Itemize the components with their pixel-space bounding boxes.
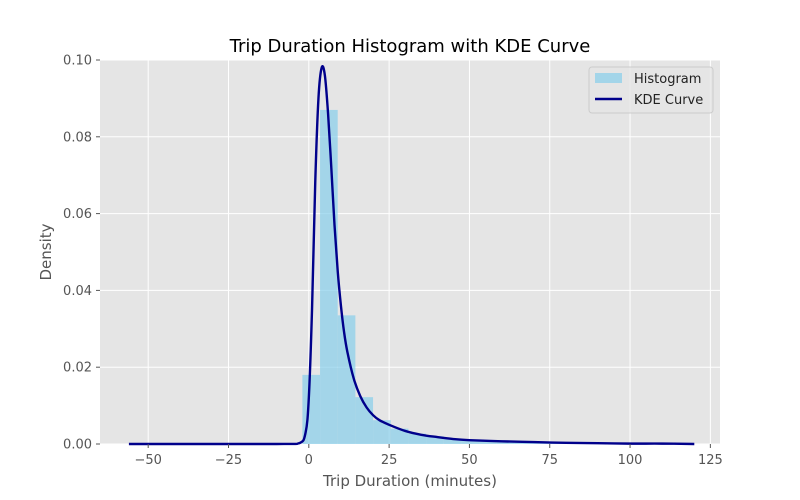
y-tick-label: 0.00 — [63, 438, 92, 453]
x-tick-label: 125 — [698, 453, 723, 468]
grid — [100, 59, 720, 445]
legend-histogram-label: Histogram — [634, 72, 701, 87]
chart-title: Trip Duration Histogram with KDE Curve — [229, 36, 591, 57]
histogram-bar — [337, 315, 356, 444]
y-tick-label: 0.06 — [63, 207, 92, 222]
histogram-bar — [390, 428, 409, 444]
x-tick-label: 25 — [381, 453, 398, 468]
y-tick-label: 0.08 — [63, 130, 92, 145]
histogram-bar — [443, 438, 462, 444]
histogram-bar — [426, 436, 444, 444]
x-tick-label: −50 — [134, 453, 161, 468]
y-tick-label: 0.04 — [63, 284, 92, 299]
plot-background — [100, 60, 720, 444]
y-axis-label: Density — [37, 223, 55, 280]
histogram-bar — [496, 441, 515, 444]
x-tick-label: −25 — [215, 453, 242, 468]
y-tick-label: 0.10 — [63, 54, 92, 69]
legend-kde-label: KDE Curve — [634, 93, 703, 108]
x-tick-label: 50 — [461, 453, 478, 468]
x-tick-label: 75 — [541, 453, 558, 468]
y-axis-ticks: 0.00 0.02 0.04 0.06 0.08 0.10 — [63, 54, 100, 453]
histogram-bar — [373, 420, 391, 444]
x-axis-label: Trip Duration (minutes) — [322, 472, 497, 490]
y-tick-label: 0.02 — [63, 361, 92, 376]
kde-curve — [128, 64, 695, 446]
x-axis-ticks: −50 −25 0 25 50 75 100 125 — [134, 444, 723, 468]
histogram-bar — [320, 109, 338, 445]
x-tick-label: 100 — [618, 453, 643, 468]
histogram-bar — [461, 440, 480, 444]
legend-histogram-swatch — [595, 73, 622, 83]
histogram-bar — [479, 440, 497, 444]
x-tick-label: 0 — [305, 453, 313, 468]
legend: Histogram KDE Curve — [588, 66, 714, 114]
histogram-bar — [408, 433, 427, 444]
